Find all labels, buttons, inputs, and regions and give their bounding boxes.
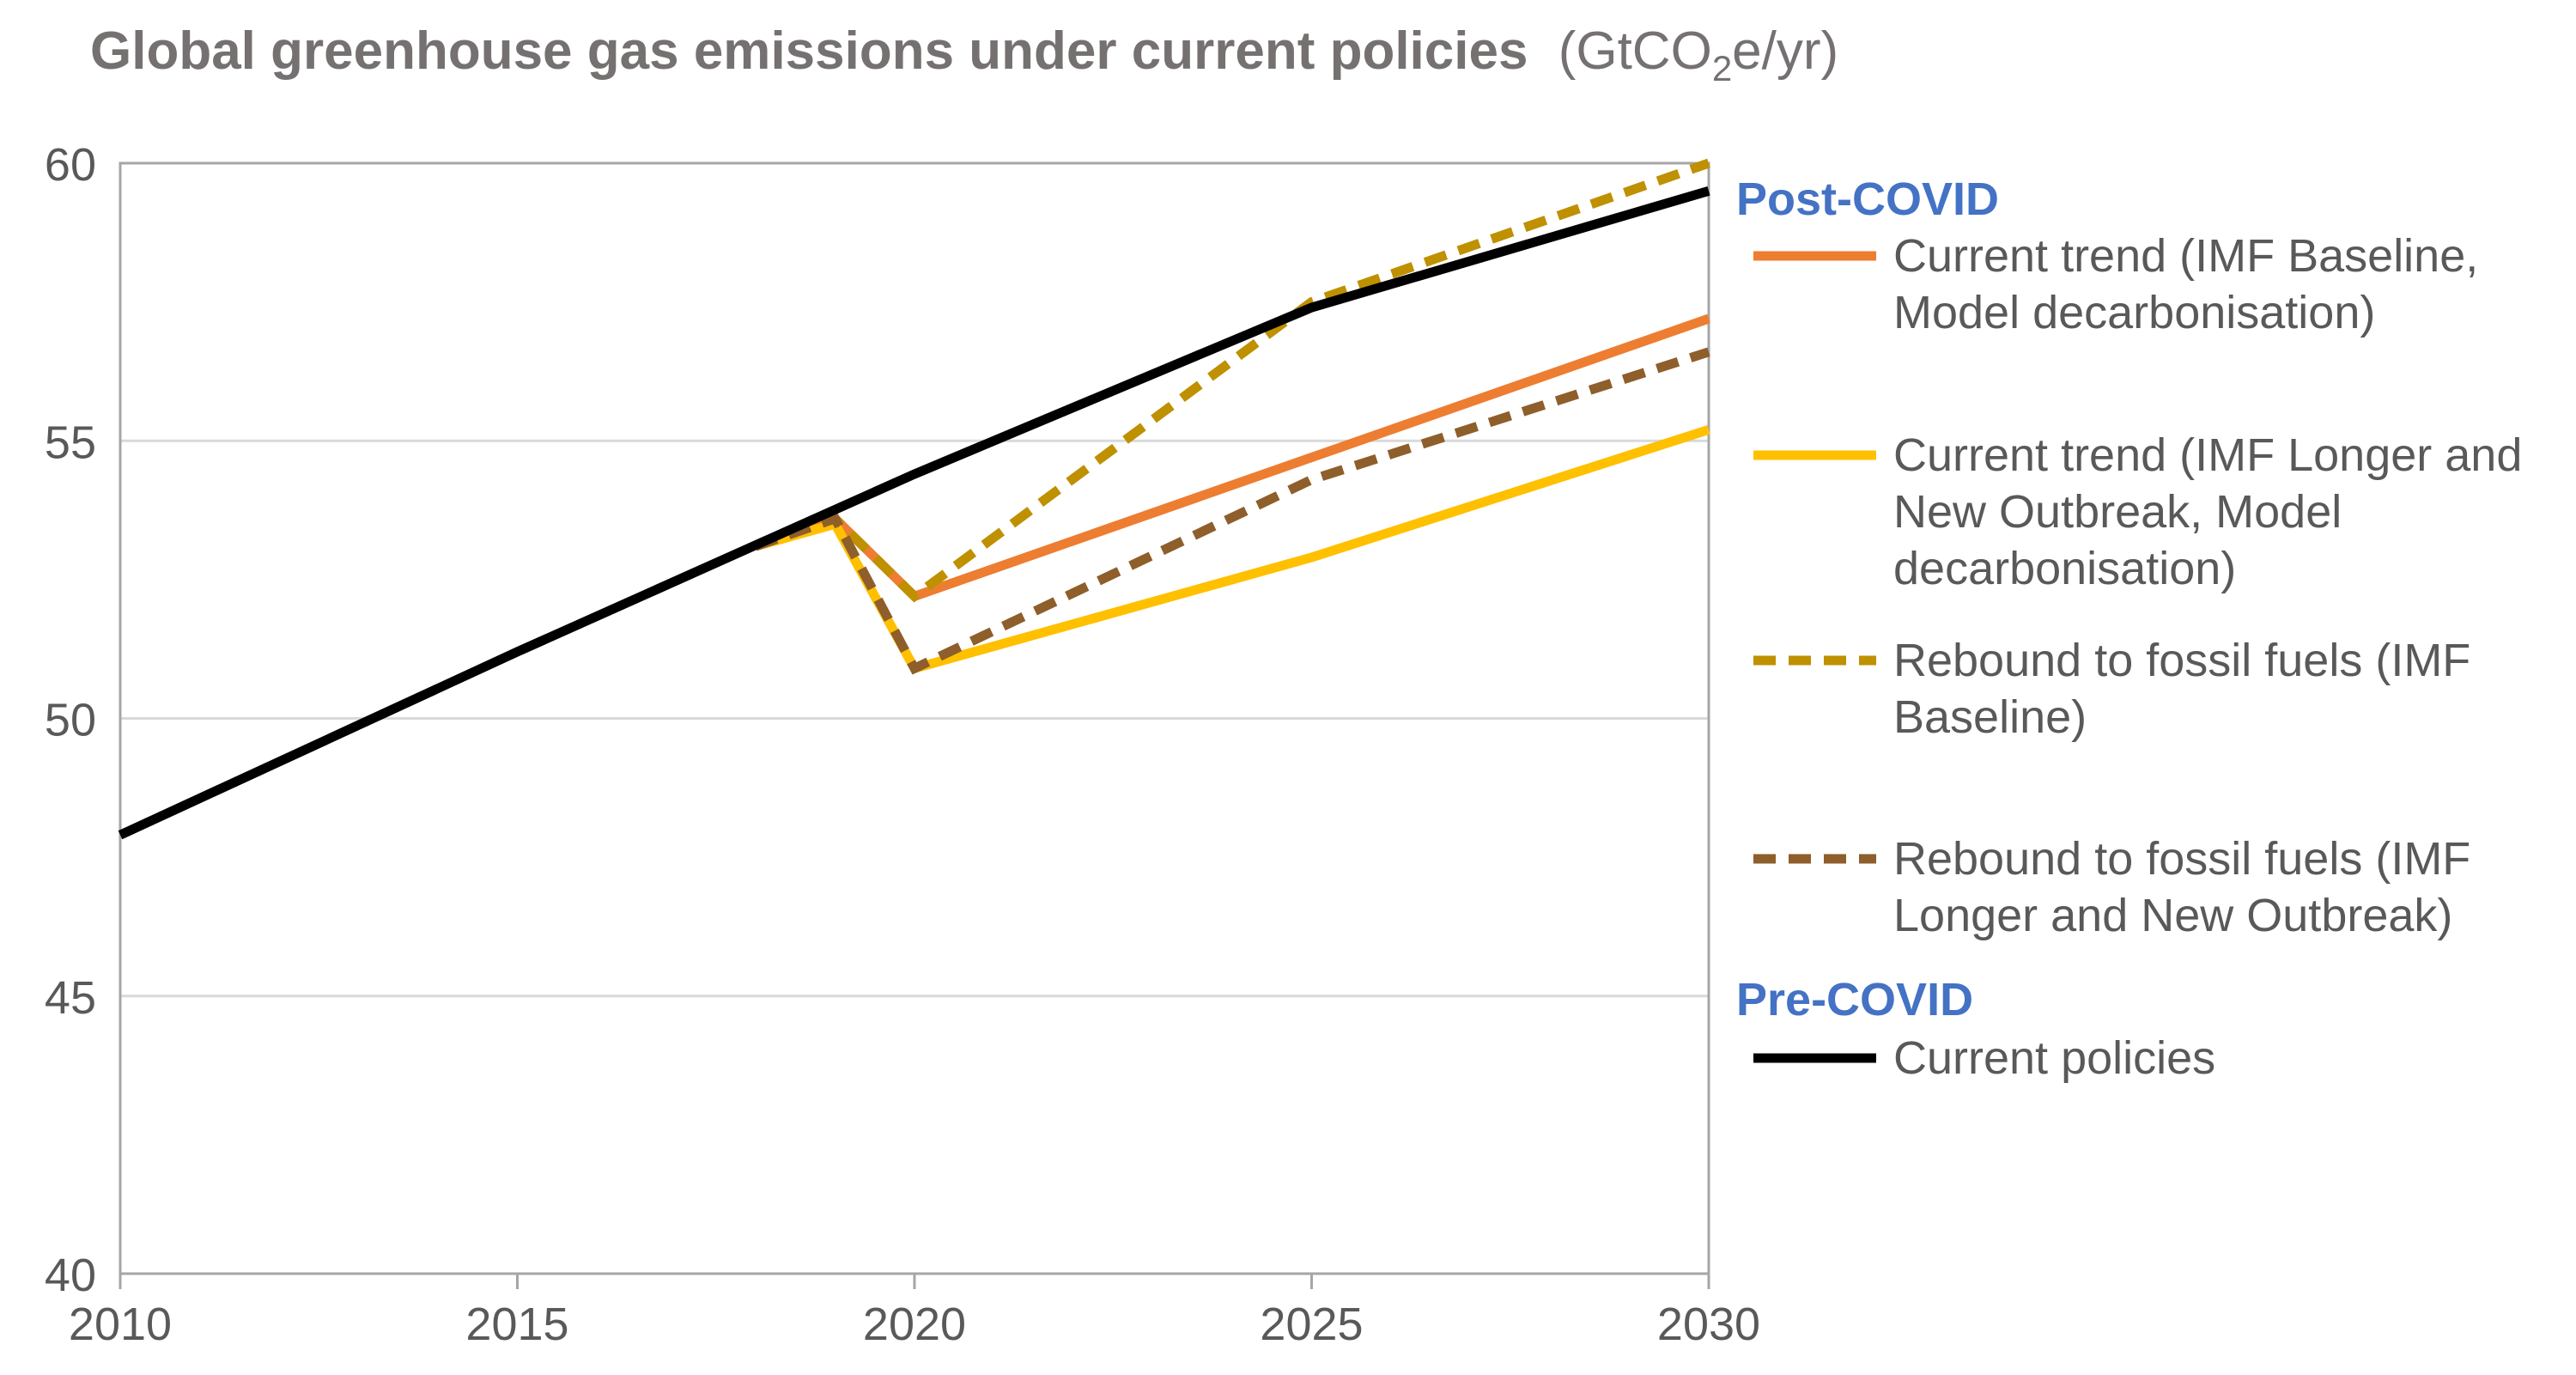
- series-line-5: [118, 186, 1710, 840]
- series-lines: [118, 158, 1710, 840]
- legend-label: Current trend (IMF Longer and: [1893, 429, 2522, 481]
- plot-area-frame: [118, 161, 1710, 1289]
- legend-label: decarbonisation): [1893, 543, 2236, 594]
- y-tick-label: 50: [45, 695, 96, 746]
- y-tick-label: 40: [45, 1250, 96, 1301]
- y-tick-label: 45: [45, 972, 96, 1024]
- legend-label: Baseline): [1893, 691, 2087, 743]
- y-tick-label: 60: [45, 139, 96, 191]
- legend-label: Rebound to fossil fuels (IMF: [1893, 635, 2470, 686]
- legend-heading: Pre-COVID: [1736, 974, 1973, 1025]
- gridlines: [120, 439, 1709, 998]
- x-tick-label: 2020: [863, 1299, 966, 1350]
- x-tick-label: 2025: [1260, 1299, 1363, 1350]
- legend-label: Current trend (IMF Baseline,: [1893, 230, 2478, 282]
- x-tick-label: 2030: [1657, 1299, 1760, 1350]
- legend-label: Longer and New Outbreak): [1893, 890, 2452, 941]
- chart-title-unit-pre: (GtCO: [1558, 21, 1712, 81]
- legend-heading: Post-COVID: [1736, 173, 1999, 225]
- x-tick-label: 2015: [465, 1299, 568, 1350]
- x-tick-label: 2010: [69, 1299, 172, 1350]
- legend-label: New Outbreak, Model: [1893, 486, 2342, 538]
- legend-label: Current policies: [1893, 1032, 2215, 1084]
- chart-title-bold: Global greenhouse gas emissions under cu…: [90, 21, 1528, 81]
- series-line-1: [754, 313, 1710, 602]
- series-line-4: [754, 347, 1710, 675]
- chart-title-unit-post: e/yr): [1732, 21, 1838, 81]
- chart-title-unit-sub: 2: [1712, 48, 1732, 88]
- chart-title: Global greenhouse gas emissions under cu…: [90, 21, 1838, 88]
- y-axis-tick-labels: 40 45 50 55 60: [45, 139, 96, 1301]
- x-axis-tick-labels: 2010 2015 2020 2025 2030: [69, 1299, 1760, 1350]
- y-tick-label: 55: [45, 417, 96, 468]
- legend-label: Rebound to fossil fuels (IMF: [1893, 833, 2470, 885]
- legend-label: Model decarbonisation): [1893, 287, 2375, 338]
